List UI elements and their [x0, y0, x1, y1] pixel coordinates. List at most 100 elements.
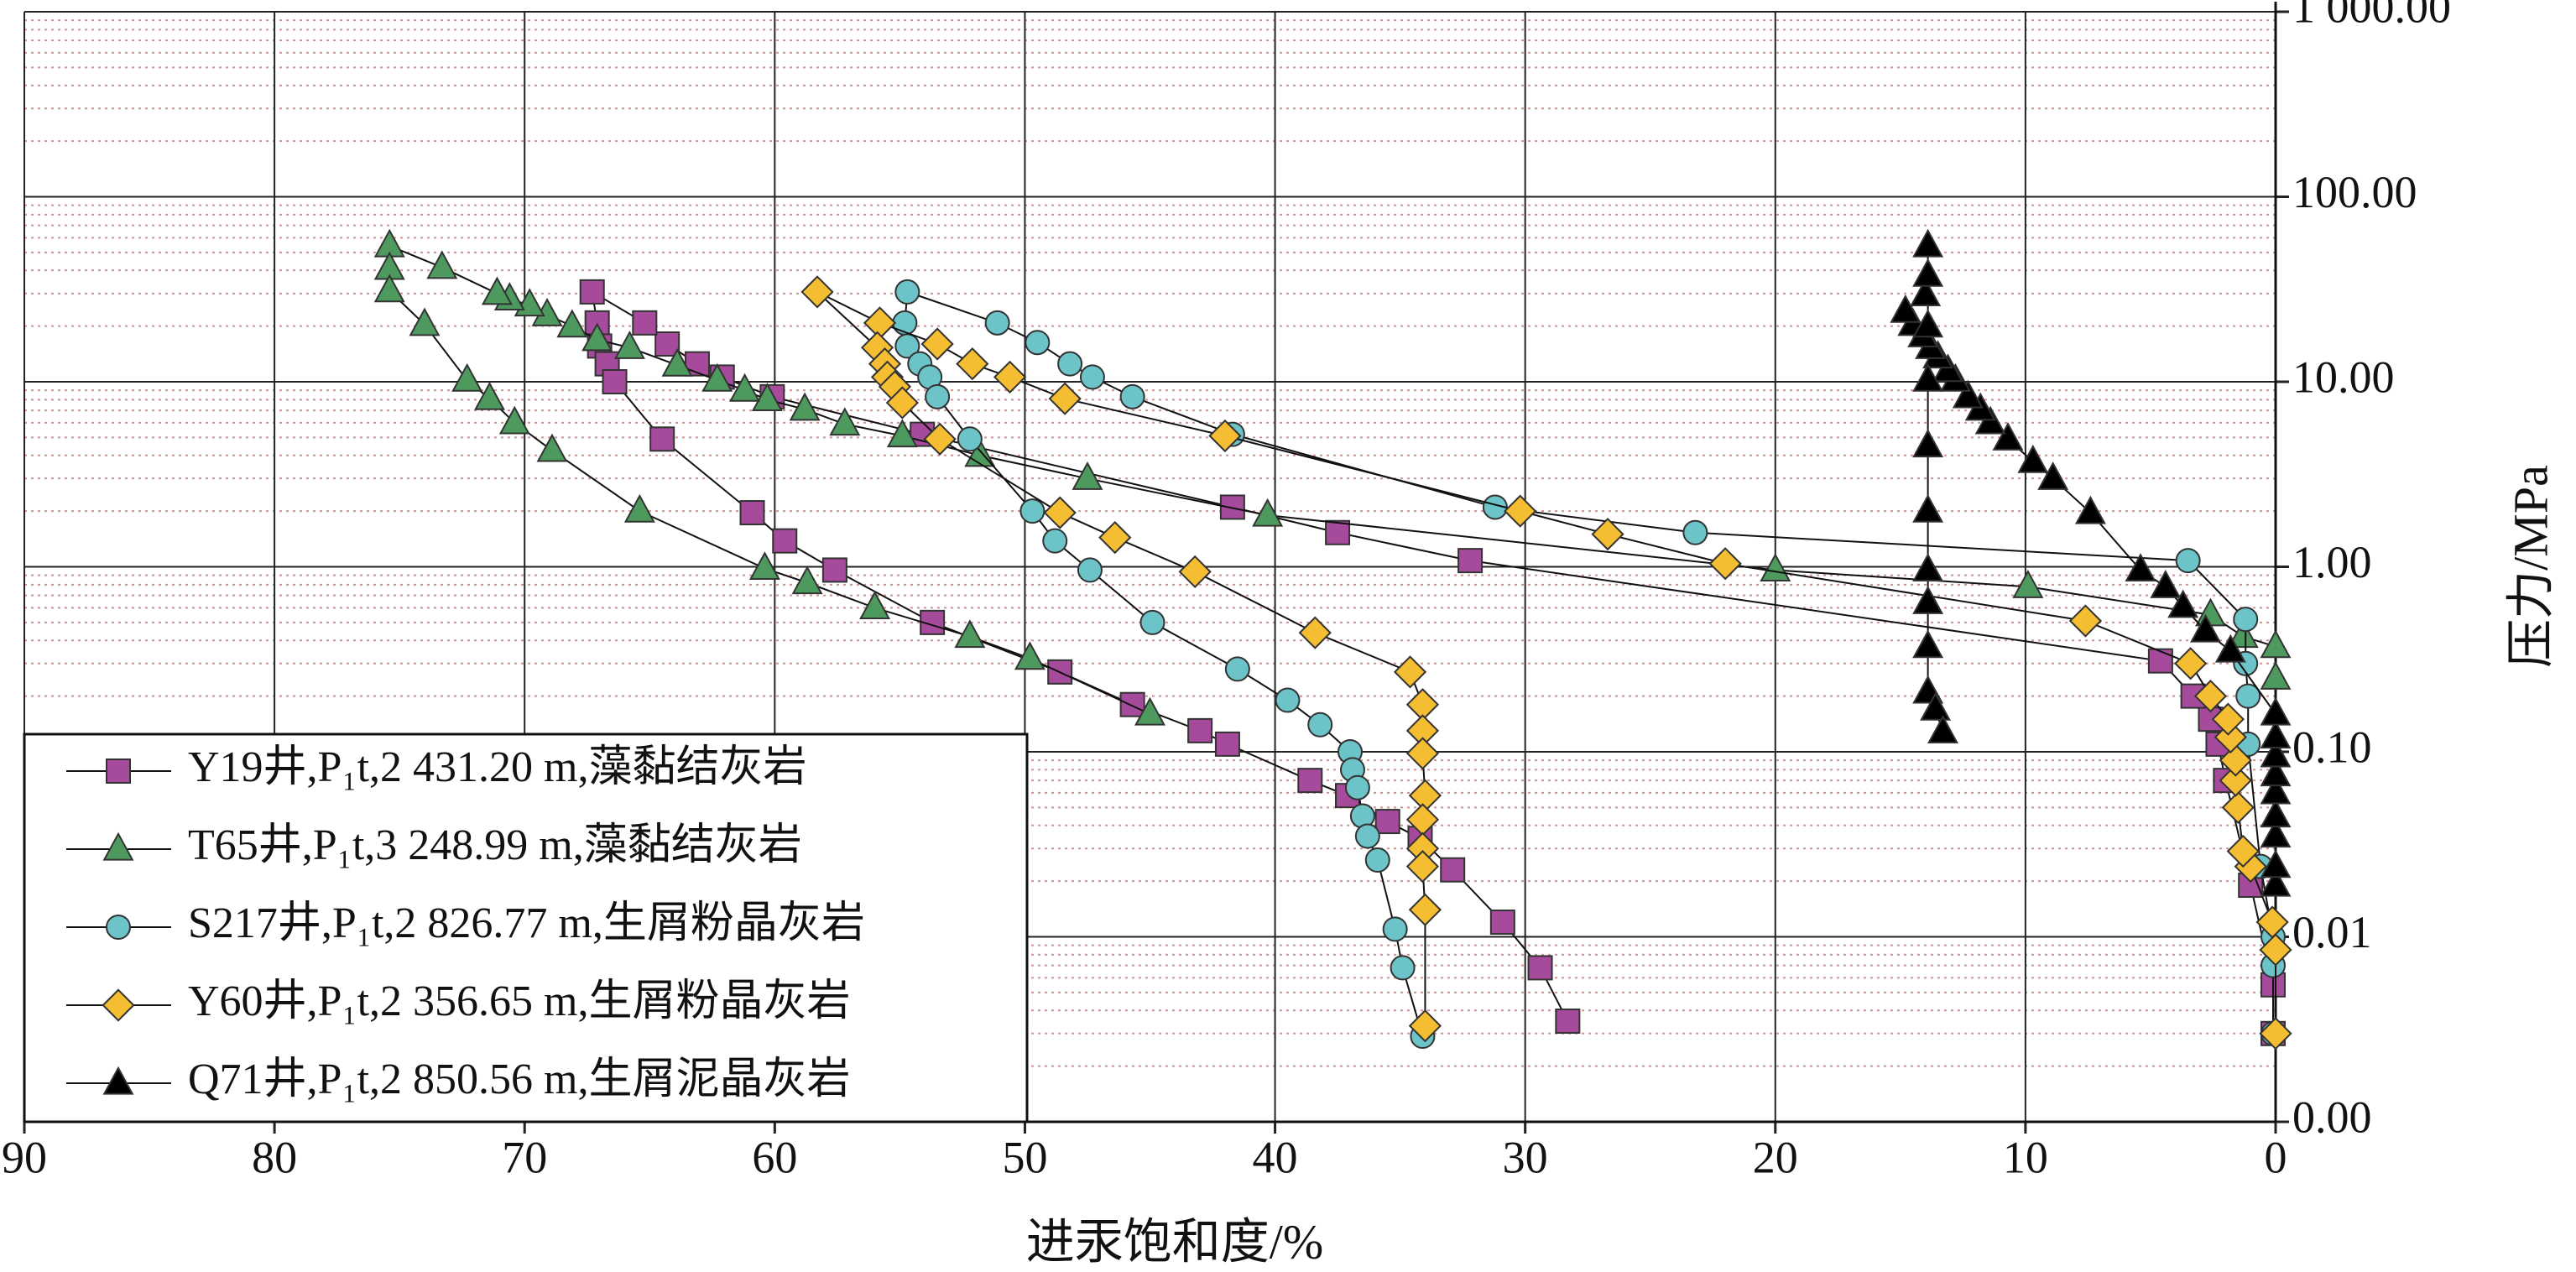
marker: [2260, 849, 2292, 878]
marker: [1912, 585, 1944, 614]
marker: [649, 426, 675, 452]
marker: [2219, 743, 2252, 777]
marker: [1042, 528, 1068, 554]
marker: [1682, 519, 1708, 545]
marker: [886, 419, 918, 448]
marker: [623, 493, 655, 523]
marker: [2150, 570, 2182, 598]
marker: [892, 310, 918, 336]
y-tick-label: 100.00: [2292, 167, 2417, 217]
marker: [923, 422, 957, 456]
marker: [474, 381, 505, 410]
y-tick-label: 0.01: [2292, 907, 2372, 957]
marker: [1504, 494, 1537, 528]
legend-label: S217井,P₁t,2 826.77 m,生屑粉晶灰岩: [188, 899, 865, 947]
marker: [2260, 629, 2292, 659]
marker: [1298, 616, 1332, 649]
marker: [2214, 633, 2246, 663]
legend: Y19井,P₁t,2 431.20 m,藻黏结灰岩 T65井,P₁t,3 248.…: [23, 732, 1029, 1123]
marker: [581, 322, 613, 352]
x-tick-label: 60: [752, 1132, 797, 1182]
marker: [2260, 696, 2292, 726]
marker: [954, 619, 986, 649]
marker: [894, 279, 920, 305]
legend-marker: [102, 988, 135, 1022]
marker: [957, 426, 983, 452]
marker: [409, 307, 441, 336]
marker: [2259, 933, 2292, 967]
marker: [2227, 619, 2259, 649]
marker: [2259, 1017, 2292, 1050]
marker: [1139, 609, 1165, 635]
x-tick-label: 90: [2, 1132, 47, 1182]
marker: [1072, 461, 1103, 490]
y-tick-label: 10.00: [2292, 352, 2395, 402]
x-tick-label: 50: [1002, 1132, 1047, 1182]
marker: [1187, 717, 1213, 743]
marker: [1890, 294, 1922, 323]
marker: [1098, 520, 1132, 555]
marker: [863, 306, 897, 340]
y-tick-label: 1 000.00: [2292, 0, 2451, 32]
x-tick-label: 80: [252, 1132, 297, 1182]
marker: [1390, 955, 1416, 981]
marker: [2233, 607, 2259, 633]
x-tick-label: 40: [1253, 1132, 1298, 1182]
marker: [772, 528, 798, 554]
marker: [632, 310, 658, 336]
marker: [1119, 383, 1145, 409]
marker: [2037, 461, 2069, 490]
marker: [1382, 916, 1408, 942]
marker: [2260, 660, 2292, 690]
marker: [2219, 764, 2252, 797]
marker: [1760, 553, 1791, 582]
marker: [2175, 548, 2201, 574]
marker: [1527, 955, 1553, 981]
marker: [2260, 868, 2292, 897]
marker: [1364, 847, 1390, 873]
marker: [2074, 495, 2106, 524]
series: [892, 279, 2287, 1050]
legend-label: Y19井,P₁t,2 431.20 m,藻黏结灰岩: [188, 743, 807, 791]
marker: [2260, 799, 2292, 828]
marker: [481, 276, 513, 305]
legend-marker: [102, 831, 134, 861]
marker: [2190, 613, 2222, 643]
x-tick-label: 10: [2003, 1132, 2048, 1182]
marker: [1912, 362, 1944, 392]
series-line: [388, 244, 2276, 715]
marker: [1912, 629, 1944, 659]
marker: [821, 557, 847, 583]
marker: [654, 331, 681, 357]
marker: [1079, 364, 1105, 390]
marker: [498, 405, 530, 435]
marker: [1374, 809, 1400, 835]
marker: [2193, 680, 2228, 713]
x-tick-label: 70: [502, 1132, 547, 1182]
legend-marker: [106, 915, 131, 940]
marker: [1047, 659, 1073, 685]
marker: [859, 591, 891, 620]
marker: [1920, 691, 1952, 721]
marker: [1408, 1009, 1442, 1043]
legend-entry: Y60井,P₁t,2 356.65 m,生屑粉晶灰岩: [66, 977, 851, 1025]
marker: [1275, 687, 1301, 713]
legend-box: [23, 732, 1029, 1123]
marker: [1214, 731, 1240, 757]
marker: [1252, 498, 1284, 527]
marker: [2260, 819, 2292, 848]
marker: [373, 274, 405, 303]
x-axis-label: 进汞饱和度/%: [1026, 1214, 1323, 1269]
marker: [2068, 604, 2103, 638]
marker: [1025, 330, 1051, 356]
marker: [556, 309, 588, 338]
marker: [789, 392, 821, 421]
marker: [602, 369, 628, 394]
marker: [1019, 498, 1046, 524]
marker: [2260, 775, 2292, 805]
marker: [2211, 702, 2245, 736]
marker: [2221, 790, 2255, 824]
marker: [993, 360, 1027, 394]
marker: [925, 383, 951, 409]
